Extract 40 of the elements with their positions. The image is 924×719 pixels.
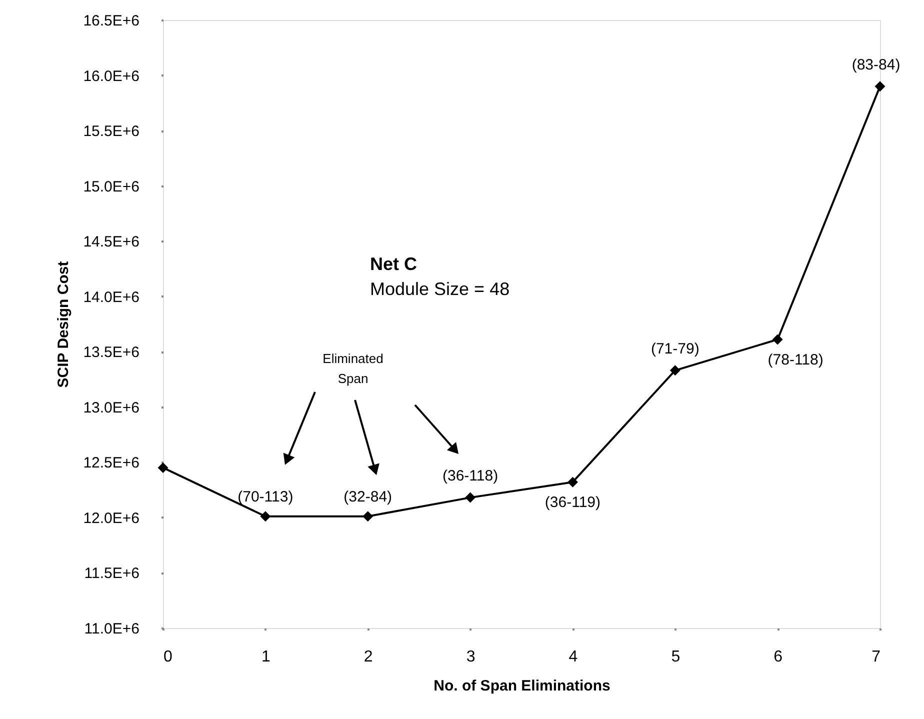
x-tick-label: 1 [261, 648, 270, 666]
annotation: (70-113) [238, 488, 294, 506]
x-tick-label: 0 [164, 648, 172, 666]
annotation: (78-118) [768, 351, 824, 368]
annotation: Module Size = 48 [370, 279, 510, 299]
y-tick-label: 11.0E+6 [84, 620, 140, 638]
annotation: Net C [370, 254, 418, 274]
y-tick-label: 14.0E+6 [83, 288, 140, 306]
point [260, 511, 271, 522]
point [874, 81, 886, 92]
point [465, 492, 476, 503]
y-tick-label: 11.5E+6 [84, 565, 140, 582]
x-tick-label: 6 [774, 648, 783, 666]
annotation: (36-118) [442, 468, 498, 485]
y-tick-label: 15.0E+6 [83, 178, 140, 196]
x-tick-label: 2 [364, 648, 373, 666]
y-axis-title: SCIP Design Cost [55, 261, 72, 388]
x-tick-label: 4 [568, 648, 578, 666]
annotation: (71-79) [650, 340, 700, 358]
x-tick-label: 7 [872, 648, 881, 666]
x-tick-label: 5 [671, 648, 680, 666]
x-axis-title: No. of Span Eliminations [434, 678, 610, 694]
y-tick-label: 13.5E+6 [83, 344, 140, 362]
point [772, 334, 783, 345]
y-tick-label: 15.5E+6 [83, 123, 140, 140]
x-tick-label: 3 [466, 648, 476, 666]
y-tick-label: 12.5E+6 [83, 454, 140, 472]
y-tick-label: 13.0E+6 [83, 399, 140, 416]
y-tick-label: 16.0E+6 [83, 68, 140, 85]
y-tick-label: 14.5E+6 [83, 234, 140, 251]
annotation: (36-119) [544, 494, 601, 512]
point [158, 462, 168, 473]
point [362, 511, 374, 522]
annotation: Eliminated Span [322, 351, 384, 386]
point [567, 476, 578, 488]
y-tick-label: 16.5E+6 [83, 12, 140, 30]
annotation: (32-84) [344, 488, 392, 506]
point [670, 365, 680, 376]
y-tick-label: 12.0E+6 [83, 510, 140, 527]
annotation: (83-84) [852, 56, 900, 74]
